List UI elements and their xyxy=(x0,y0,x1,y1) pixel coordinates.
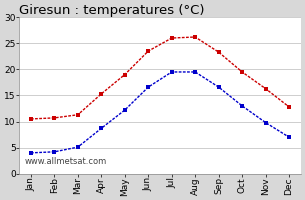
Text: Giresun : temperatures (°C): Giresun : temperatures (°C) xyxy=(19,4,205,17)
Text: www.allmetsat.com: www.allmetsat.com xyxy=(25,157,107,166)
